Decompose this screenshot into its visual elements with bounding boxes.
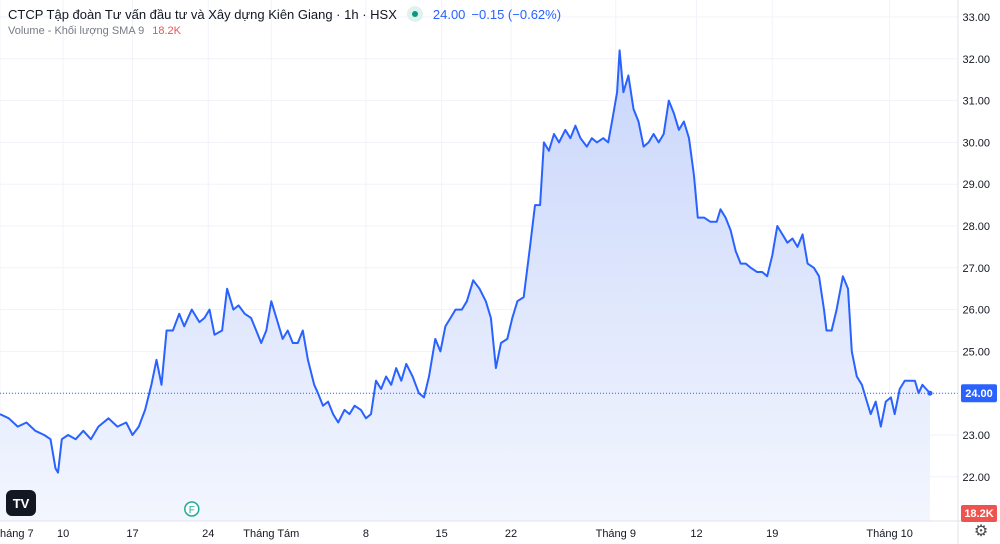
- tradingview-logo-icon[interactable]: TV: [6, 490, 36, 516]
- last-price-label: 24.00: [965, 388, 993, 400]
- last-price: 24.00: [432, 6, 466, 22]
- x-tick-label: 12: [690, 528, 702, 540]
- y-tick-label: 23.00: [962, 430, 990, 442]
- y-tick-label: 25.00: [962, 346, 990, 358]
- x-tick-label: Tháng 10: [866, 528, 912, 540]
- y-tick-label: 26.00: [962, 305, 990, 317]
- price-line: [0, 49, 931, 474]
- x-tick-label: 8: [363, 528, 369, 540]
- x-tick-label: 19: [766, 528, 778, 540]
- y-tick-label: 29.00: [962, 179, 990, 191]
- last-price-dot: [927, 390, 933, 396]
- volume-axis-label: 18.2K: [964, 508, 993, 520]
- x-tick-label: 10: [57, 528, 69, 540]
- y-tick-label: 22.00: [962, 472, 990, 484]
- legend-symbol-row: CTCP Tập đoàn Tư vấn đầu tư và Xây dựng …: [8, 6, 561, 22]
- y-tick-label: 30.00: [962, 137, 990, 149]
- volume-label-bg: [961, 505, 997, 522]
- x-tick-label: Tháng Tám: [243, 528, 299, 540]
- last-price-label-bg: [961, 384, 997, 403]
- y-tick-label: 32.00: [962, 54, 990, 66]
- y-tick-label: 27.00: [962, 263, 990, 275]
- volume-indicator-value: 18.2K: [152, 25, 182, 37]
- price-area: [0, 50, 930, 522]
- legend-volume-row: Volume - Khối lượng SMA 9 18.2K: [8, 25, 181, 37]
- y-tick-label: 31.00: [962, 96, 990, 108]
- x-tick-label: 22: [505, 528, 517, 540]
- symbol-title[interactable]: CTCP Tập đoàn Tư vấn đầu tư và Xây dựng …: [8, 6, 397, 22]
- gear-icon[interactable]: ⚙: [973, 523, 989, 540]
- y-tick-label: 28.00: [962, 221, 990, 233]
- x-tick-label: 24: [202, 528, 214, 540]
- event-marker[interactable]: [184, 501, 200, 517]
- volume-indicator-label[interactable]: Volume - Khối lượng SMA 9: [8, 25, 145, 37]
- x-tick-label: Tháng 9: [596, 528, 636, 540]
- x-tick-label: 15: [436, 528, 448, 540]
- x-tick-label: 17: [126, 528, 138, 540]
- event-marker-label: F: [189, 505, 195, 516]
- price-change: −0.15 (−0.62%): [471, 6, 562, 22]
- x-tick-label: háng 7: [0, 528, 34, 540]
- y-tick-label: 33.00: [962, 12, 990, 24]
- market-status-icon: [406, 6, 423, 22]
